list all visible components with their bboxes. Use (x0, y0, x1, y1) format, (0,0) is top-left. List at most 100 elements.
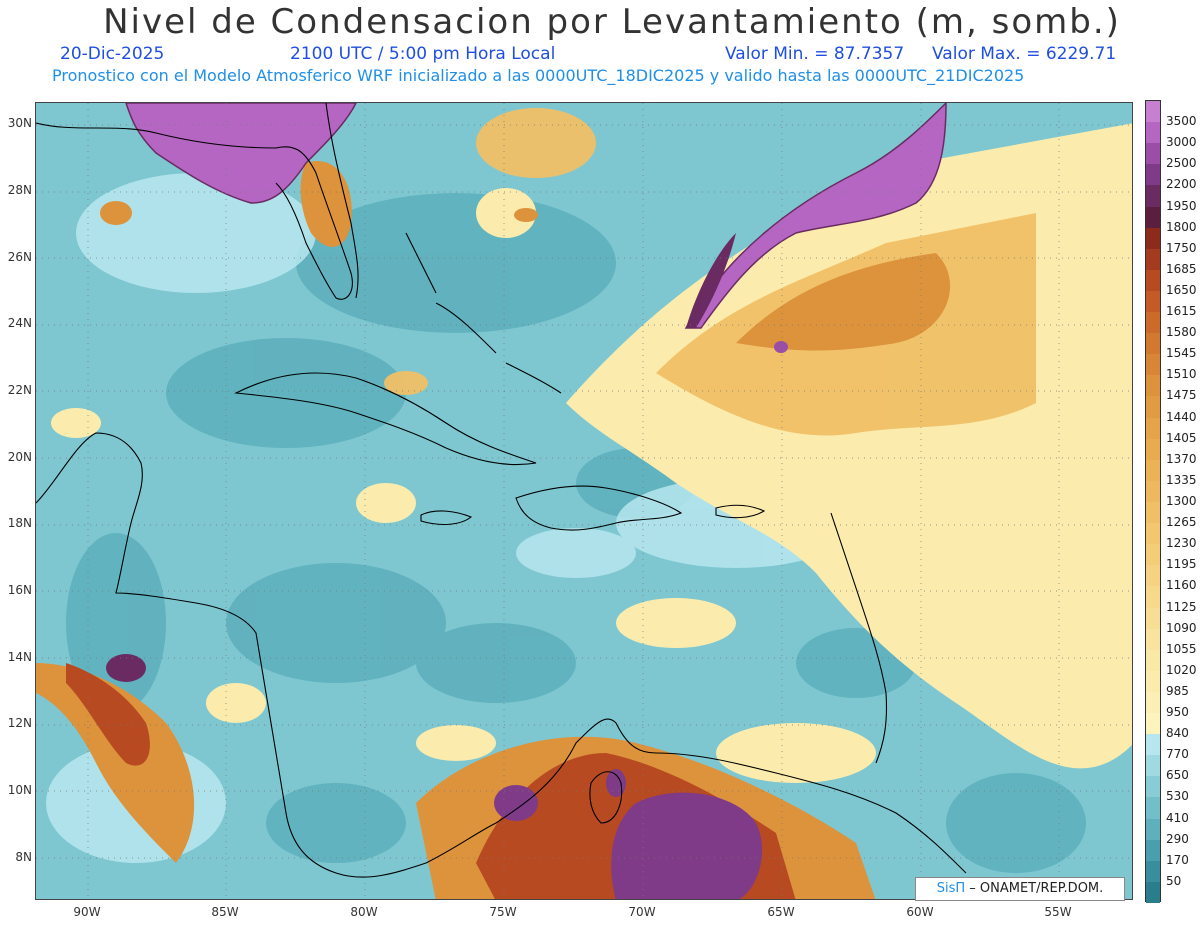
graticule (36, 103, 1132, 899)
lat-label-16n: 16N (7, 583, 32, 597)
onamet-org: – ONAMET/REP.DOM. (965, 881, 1104, 896)
colorbar-segment (1146, 691, 1160, 714)
lat-label-10n: 10N (7, 783, 32, 797)
colorbar-label: 1615 (1166, 304, 1197, 319)
colorbar-label: 1265 (1166, 515, 1197, 530)
colorbar-label: 290 (1166, 831, 1189, 846)
lon-label-90w: 90W (73, 905, 101, 919)
gulf-coast-florida (36, 122, 353, 300)
lat-label-28n: 28N (7, 183, 32, 197)
forecast-time: 2100 UTC / 5:00 pm Hora Local (290, 44, 556, 64)
florida-east-coast (325, 103, 359, 299)
colorbar (1145, 100, 1161, 904)
hispaniola (515, 485, 683, 531)
colorbar-segment (1146, 227, 1160, 250)
colorbar-segment (1146, 143, 1160, 165)
colorbar-label: 1510 (1166, 367, 1197, 382)
colorbar-segment (1146, 755, 1160, 777)
colorbar-label: 1090 (1166, 620, 1197, 635)
lcl-field-map (36, 103, 1132, 899)
colorbar-label: 410 (1166, 810, 1189, 825)
colorbar-segment (1146, 438, 1160, 461)
colorbar-label: 1300 (1166, 494, 1197, 508)
colorbar-label: 2200 (1166, 177, 1197, 192)
colorbar-label: 1580 (1166, 325, 1197, 340)
colorbar-label: 1685 (1166, 261, 1197, 276)
forecast-note: Pronostico con el Modelo Atmosferico WRF… (52, 66, 1025, 85)
lat-label-26n: 26N (7, 250, 32, 264)
colorbar-segment (1146, 396, 1160, 419)
lon-label-80w: 80W (350, 905, 378, 919)
colorbar-segment (1146, 523, 1160, 545)
colorbar-segment (1146, 607, 1160, 630)
colorbar-label: 1195 (1166, 557, 1197, 572)
colorbar-segment (1146, 354, 1160, 376)
yucatan-central-america (36, 432, 497, 878)
colorbar-label: 770 (1166, 747, 1189, 762)
lat-label-8n: 8N (15, 850, 32, 864)
colorbar-label: 1055 (1166, 641, 1197, 656)
map-panel (35, 102, 1133, 900)
lon-label-55w: 55W (1044, 905, 1072, 919)
colorbar-segment (1146, 839, 1160, 862)
lon-label-60w: 60W (906, 905, 934, 919)
min-value: Valor Min. = 87.7357 (725, 44, 905, 64)
colorbar-segment (1146, 860, 1160, 883)
colorbar-segment (1146, 333, 1160, 355)
colorbar-segment (1146, 881, 1160, 904)
colorbar-segment (1146, 459, 1160, 482)
cuba (234, 372, 537, 466)
colorbar-label: 1125 (1166, 599, 1197, 614)
colorbar-segment (1146, 185, 1160, 207)
colorbar-label: 1020 (1166, 662, 1197, 677)
colorbar-segment (1146, 776, 1160, 798)
lon-label-70w: 70W (628, 905, 656, 919)
credit-badge: SisΠ – ONAMET/REP.DOM. (915, 877, 1125, 901)
lon-label-65w: 65W (767, 905, 795, 919)
colorbar-segment (1146, 290, 1160, 313)
colorbar-segment (1146, 734, 1160, 756)
puerto-rico (715, 504, 766, 519)
colorbar-label: 1545 (1166, 346, 1197, 361)
coastlines (36, 103, 967, 878)
colorbar-label: 1800 (1166, 219, 1197, 234)
lat-label-24n: 24N (7, 316, 32, 330)
colorbar-label: 1335 (1166, 472, 1197, 487)
colorbar-segment (1146, 670, 1160, 693)
lake-maracaibo (589, 771, 623, 824)
lat-label-14n: 14N (7, 650, 32, 664)
colorbar-label: 1405 (1166, 430, 1197, 445)
colorbar-label: 1750 (1166, 240, 1197, 255)
lat-label-20n: 20N (7, 450, 32, 464)
colorbar-label: 650 (1166, 768, 1189, 783)
lat-label-12n: 12N (7, 716, 32, 730)
lon-label-85w: 85W (211, 905, 239, 919)
colorbar-label: 1230 (1166, 536, 1197, 551)
colorbar-label: 530 (1166, 789, 1189, 804)
colorbar-segment (1146, 544, 1160, 566)
colorbar-segment (1146, 269, 1160, 292)
colorbar-label: 985 (1166, 683, 1189, 698)
purple-regions (106, 103, 947, 899)
colorbar-label: 840 (1166, 726, 1189, 741)
lat-label-30n: 30N (7, 116, 32, 130)
colorbar-segment (1146, 565, 1160, 587)
bahamas-islands (405, 232, 562, 394)
colorbar-segment (1146, 206, 1160, 229)
colorbar-segment (1146, 417, 1160, 440)
colorbar-label: 3000 (1166, 135, 1197, 150)
colorbar-segment (1146, 122, 1160, 144)
lon-label-75w: 75W (489, 905, 517, 919)
colorbar-segment (1146, 101, 1160, 123)
colorbar-segment (1146, 797, 1160, 820)
colorbar-segment (1146, 818, 1160, 841)
colorbar-label: 1475 (1166, 388, 1197, 403)
colorbar-segment (1146, 502, 1160, 524)
colorbar-segment (1146, 586, 1160, 608)
map-title: Nivel de Condensacion por Levantamiento … (103, 2, 1121, 42)
colorbar-label: 3500 (1166, 114, 1197, 129)
jamaica (420, 510, 473, 526)
colorbar-segment (1146, 713, 1160, 735)
lat-label-22n: 22N (7, 383, 32, 397)
colorbar-label: 1370 (1166, 451, 1197, 466)
